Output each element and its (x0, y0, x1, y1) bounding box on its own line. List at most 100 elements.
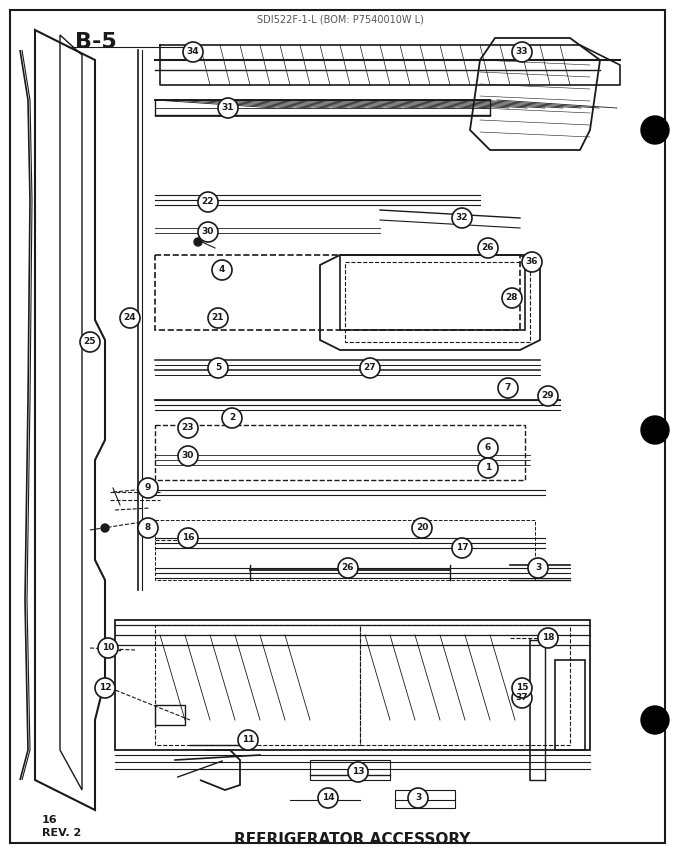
Bar (155, 255, 520, 330)
Text: 27: 27 (364, 364, 376, 372)
Text: 15: 15 (515, 684, 528, 692)
Circle shape (120, 308, 140, 328)
Circle shape (138, 518, 158, 538)
Text: 33: 33 (515, 47, 528, 57)
Text: SDI522F-1-L (BOM: P7540010W L): SDI522F-1-L (BOM: P7540010W L) (256, 15, 424, 25)
Text: 31: 31 (222, 104, 234, 112)
Circle shape (212, 260, 232, 280)
Circle shape (101, 524, 109, 532)
Text: 25: 25 (84, 337, 97, 347)
Text: 16: 16 (42, 815, 58, 825)
Circle shape (238, 730, 258, 750)
Text: REFRIGERATOR ACCESSORY: REFRIGERATOR ACCESSORY (234, 832, 470, 848)
Circle shape (138, 478, 158, 498)
Text: 5: 5 (215, 364, 221, 372)
Text: 7: 7 (505, 384, 511, 392)
Circle shape (641, 116, 669, 144)
Text: 2: 2 (229, 414, 235, 422)
Text: 29: 29 (542, 391, 554, 401)
Circle shape (538, 386, 558, 406)
Circle shape (198, 222, 218, 242)
Text: 32: 32 (456, 214, 469, 222)
Bar (395, 790, 455, 808)
Circle shape (498, 378, 518, 398)
Text: 8: 8 (145, 523, 151, 533)
Circle shape (338, 558, 358, 578)
Text: 20: 20 (415, 523, 428, 533)
Text: 24: 24 (124, 313, 136, 323)
Circle shape (194, 238, 202, 246)
Circle shape (318, 788, 338, 808)
Text: B-5: B-5 (75, 32, 117, 52)
Circle shape (512, 42, 532, 62)
Text: 11: 11 (242, 735, 254, 745)
Circle shape (104, 645, 112, 653)
Text: 37: 37 (515, 693, 528, 703)
Circle shape (641, 416, 669, 444)
Text: 9: 9 (145, 484, 151, 492)
Text: 30: 30 (182, 451, 194, 461)
Text: 21: 21 (211, 313, 224, 323)
Text: 10: 10 (102, 644, 114, 652)
Bar (360, 625, 570, 745)
Circle shape (208, 308, 228, 328)
Bar (345, 262, 530, 342)
Text: 14: 14 (322, 794, 335, 802)
Circle shape (80, 332, 100, 352)
Text: 36: 36 (526, 257, 539, 267)
Circle shape (178, 528, 198, 548)
Circle shape (222, 408, 242, 428)
Text: 12: 12 (99, 684, 112, 692)
FancyArrowPatch shape (177, 761, 222, 777)
Text: 34: 34 (187, 47, 199, 57)
Text: 16: 16 (182, 534, 194, 542)
Circle shape (522, 252, 542, 272)
Circle shape (408, 788, 428, 808)
Circle shape (478, 238, 498, 258)
Circle shape (183, 42, 203, 62)
Circle shape (208, 358, 228, 378)
Circle shape (452, 538, 472, 558)
Text: REV. 2: REV. 2 (42, 828, 81, 838)
Text: 28: 28 (506, 293, 518, 303)
Circle shape (198, 192, 218, 212)
Circle shape (502, 288, 522, 308)
Text: 30: 30 (202, 227, 214, 237)
Text: 6: 6 (485, 444, 491, 452)
Circle shape (478, 438, 498, 458)
Circle shape (178, 446, 198, 466)
Circle shape (512, 678, 532, 698)
Circle shape (98, 638, 118, 658)
Bar (115, 620, 590, 750)
Bar (155, 520, 535, 580)
Bar (155, 705, 185, 725)
Circle shape (218, 98, 238, 118)
Bar (340, 255, 525, 330)
Circle shape (178, 418, 198, 438)
Circle shape (348, 762, 368, 782)
Text: 3: 3 (535, 564, 541, 572)
Circle shape (641, 706, 669, 734)
Circle shape (528, 558, 548, 578)
Text: 18: 18 (542, 633, 554, 643)
Text: 26: 26 (342, 564, 354, 572)
Text: 13: 13 (352, 768, 364, 776)
Text: 3: 3 (415, 794, 421, 802)
Bar (155, 625, 360, 745)
Circle shape (360, 358, 380, 378)
Text: 23: 23 (182, 424, 194, 432)
Circle shape (512, 688, 532, 708)
Circle shape (478, 458, 498, 478)
Circle shape (95, 678, 115, 698)
Circle shape (538, 628, 558, 648)
Bar (555, 660, 585, 750)
Bar (155, 425, 525, 480)
Text: 1: 1 (485, 463, 491, 473)
Text: 22: 22 (202, 197, 214, 207)
Text: 4: 4 (219, 265, 225, 275)
Circle shape (452, 208, 472, 228)
Text: 26: 26 (481, 244, 494, 252)
Bar (310, 760, 390, 780)
Text: 17: 17 (456, 543, 469, 553)
Circle shape (412, 518, 432, 538)
